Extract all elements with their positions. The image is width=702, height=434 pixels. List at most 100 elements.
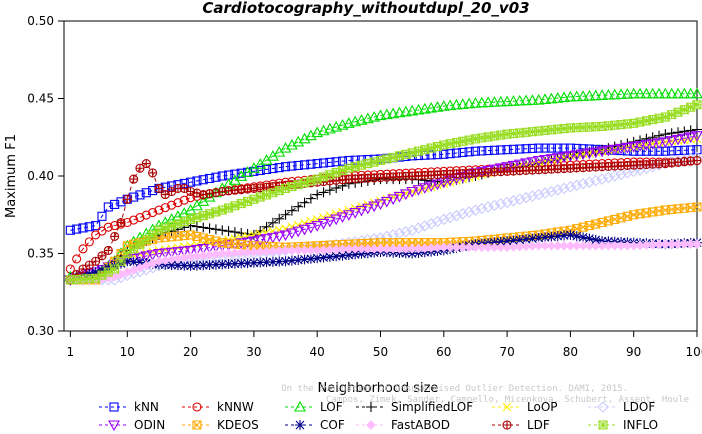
data-point [343, 250, 354, 261]
data-point [597, 240, 607, 251]
series-line [70, 104, 698, 281]
data-point [450, 98, 463, 110]
data-point [577, 90, 589, 101]
data-point [678, 87, 691, 99]
data-point [583, 148, 596, 160]
data-point [483, 132, 493, 142]
data-point [387, 107, 400, 119]
data-point [425, 181, 438, 193]
data-point [666, 239, 677, 249]
data-point [363, 244, 373, 254]
data-point [406, 186, 419, 198]
data-point [356, 248, 367, 259]
legend-marker [502, 402, 512, 412]
data-point [686, 102, 696, 112]
data-point [191, 260, 202, 271]
data-point [97, 270, 107, 280]
data-point [451, 137, 462, 148]
data-point [78, 223, 88, 233]
data-point [293, 180, 303, 190]
y-tick-label: 0.35 [27, 247, 54, 261]
data-point [425, 101, 438, 113]
data-point [463, 97, 476, 109]
data-point [306, 159, 316, 169]
x-tick-label: 60 [436, 345, 451, 359]
data-point [678, 133, 691, 145]
y-axis-ticks: 0.30 0.35 0.40 0.45 0.50 [27, 14, 64, 338]
data-point [469, 97, 482, 108]
data-point [508, 144, 518, 154]
data-point [426, 143, 436, 153]
data-point [545, 154, 558, 165]
data-point [641, 116, 651, 126]
data-point [78, 265, 87, 273]
data-point [325, 170, 335, 180]
data-point [526, 94, 539, 105]
data-point [501, 95, 514, 107]
data-point [602, 171, 615, 184]
data-point [229, 227, 240, 238]
data-point [640, 87, 653, 99]
data-point [103, 267, 113, 277]
data-point [673, 146, 683, 156]
legend-label: LDOF [623, 400, 655, 414]
data-point [686, 156, 696, 166]
data-point [684, 132, 697, 144]
data-point [489, 237, 500, 248]
data-point [254, 235, 267, 246]
data-point [501, 162, 514, 173]
data-point [603, 240, 614, 251]
data-point [578, 232, 589, 243]
data-point [91, 221, 101, 231]
data-point [242, 258, 253, 269]
data-point [679, 105, 689, 115]
data-point [691, 131, 702, 142]
data-point [148, 208, 158, 218]
data-point [489, 145, 499, 155]
data-point [570, 179, 583, 192]
data-point [394, 151, 405, 161]
data-point [230, 169, 240, 179]
data-point [331, 209, 341, 219]
data-point [521, 127, 531, 137]
data-point [565, 240, 576, 251]
data-point [380, 196, 393, 208]
series-inflo [65, 100, 702, 285]
data-point [305, 193, 316, 204]
data-point [546, 231, 557, 242]
data-point [350, 249, 361, 260]
data-point [437, 100, 450, 111]
x-tick-label: 20 [183, 345, 198, 359]
data-point [78, 244, 88, 254]
data-point [165, 247, 178, 259]
data-point [539, 187, 551, 199]
data-point [527, 233, 538, 244]
data-point [299, 245, 310, 256]
data-point [72, 254, 82, 264]
data-point [267, 217, 278, 228]
legend-item-kdeos: KDEOS [182, 418, 259, 432]
data-point [589, 174, 602, 187]
legend-marker [597, 401, 609, 413]
data-point [445, 139, 455, 149]
data-point [153, 248, 165, 260]
data-point [198, 175, 208, 185]
watermark-line-2: Campos, Zimek, Sander, Campello, Micenko… [326, 395, 689, 405]
data-point [129, 175, 138, 184]
data-point [198, 260, 209, 271]
data-point [375, 155, 386, 166]
data-point [172, 247, 184, 258]
data-point [148, 168, 158, 178]
legend-label: FastABOD [391, 418, 450, 432]
data-point [381, 230, 393, 243]
data-point [502, 145, 512, 155]
legend-label: kNNW [217, 400, 254, 414]
x-tick-label: 80 [563, 345, 578, 359]
data-point [134, 257, 145, 268]
data-point [122, 194, 132, 204]
data-point [691, 87, 702, 99]
data-point [551, 92, 564, 103]
data-point [393, 106, 406, 118]
data-point [692, 155, 702, 166]
data-point [640, 140, 653, 151]
